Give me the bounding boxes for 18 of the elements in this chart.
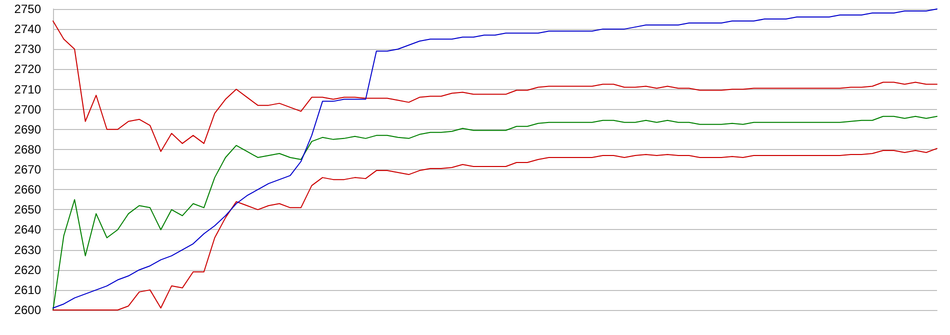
y-tick-label: 2740: [14, 22, 42, 36]
y-tick-label: 2670: [14, 162, 42, 177]
y-tick-label: 2610: [14, 282, 42, 297]
y-tick-label: 2700: [14, 102, 42, 116]
y-tick-label: 2650: [14, 202, 42, 217]
y-tick-label: 2690: [14, 122, 42, 136]
y-tick-label: 2730: [14, 42, 42, 56]
y-tick-label: 2600: [14, 303, 42, 317]
y-tick-label: 2660: [14, 182, 42, 197]
y-tick-label: 2640: [14, 222, 42, 237]
line-series: [52, 8, 938, 308]
y-tick-label: 2720: [14, 62, 42, 76]
y-tick-label: 2710: [14, 82, 42, 96]
y-tick-label: 2620: [14, 262, 42, 277]
y-tick-label: 2680: [14, 142, 42, 156]
y-tick-label: 2630: [14, 242, 42, 257]
line-series: [52, 20, 938, 152]
y-tick-label: 2750: [14, 2, 42, 16]
